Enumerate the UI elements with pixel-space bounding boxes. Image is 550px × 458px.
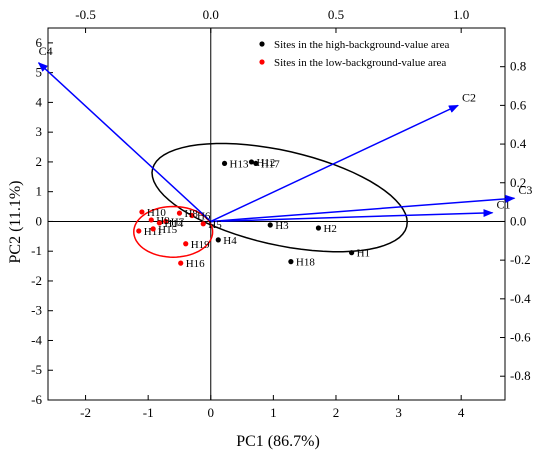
point-h2 bbox=[315, 225, 322, 231]
point-h1 bbox=[349, 250, 355, 256]
vector-label-c2: C2 bbox=[462, 90, 476, 104]
high-value-ellipse bbox=[151, 142, 408, 253]
point-h17 bbox=[253, 160, 259, 167]
point-label-h4: H4 bbox=[223, 235, 237, 247]
y-tick-label: -5 bbox=[31, 362, 42, 377]
point-h18 bbox=[288, 259, 294, 265]
x-tick-label: -1 bbox=[143, 405, 154, 420]
x-tick-label: 3 bbox=[395, 405, 402, 420]
y-tick-label: -4 bbox=[31, 332, 42, 347]
legend: Sites in the high-background-value area S… bbox=[259, 39, 449, 69]
point-label-h15: H15 bbox=[158, 224, 177, 236]
x-tick-label: 2 bbox=[333, 405, 340, 420]
point-label-h13: H13 bbox=[230, 158, 249, 170]
right-tick-label: -0.8 bbox=[510, 368, 531, 383]
right-tick-label: 0.2 bbox=[510, 175, 526, 190]
plot-border bbox=[47, 27, 506, 401]
top-tick-label: -0.5 bbox=[75, 7, 96, 22]
point-h14 bbox=[156, 220, 163, 226]
point-h13 bbox=[221, 160, 228, 167]
point-h16 bbox=[178, 260, 184, 266]
vector-arrow-c2 bbox=[210, 104, 459, 223]
right-tick-label: 0.8 bbox=[510, 59, 526, 74]
y-tick-label: 6 bbox=[36, 35, 43, 50]
vector-arrow-c1 bbox=[210, 209, 494, 223]
y-tick-label: 1 bbox=[36, 184, 43, 199]
vector-label-c3: C3 bbox=[518, 183, 532, 197]
y-tick-label: 3 bbox=[36, 124, 43, 139]
right-tick-label: 0.6 bbox=[510, 97, 527, 112]
point-h5 bbox=[200, 221, 206, 227]
x-tick-label: 0 bbox=[208, 405, 215, 420]
point-label-h5: H5 bbox=[208, 219, 222, 231]
y-tick-label: -6 bbox=[31, 392, 42, 407]
point-h19 bbox=[183, 241, 189, 247]
axis-ticks: -2 -1 0 1 2 3 4 -6 -5 -4 -3 -2 -1 0 1 2 3 4 5 6 -0.5 0.0 0.5 1.… bbox=[31, 7, 531, 420]
point-label-h11: H11 bbox=[144, 226, 163, 238]
point-h6 bbox=[189, 212, 195, 219]
point-label-h6: H6 bbox=[197, 210, 211, 222]
point-label-h18: H18 bbox=[296, 257, 315, 269]
point-h4 bbox=[215, 237, 221, 243]
point-h9 bbox=[148, 217, 154, 223]
y-tick-label: 5 bbox=[36, 65, 43, 80]
point-label-h2: H2 bbox=[323, 223, 336, 235]
low-value-ellipse bbox=[133, 205, 214, 258]
point-label-h8: H8 bbox=[184, 208, 198, 220]
legend-label: Sites in the low-background-value area bbox=[274, 57, 446, 69]
top-tick-label: 1.0 bbox=[453, 7, 469, 22]
right-tick-label: 0.0 bbox=[510, 213, 526, 228]
legend-label: Sites in the high-background-value area bbox=[274, 39, 449, 51]
point-label-h12: H12 bbox=[256, 157, 275, 169]
point-h8 bbox=[176, 210, 183, 216]
x-axis-title: PC1 (86.7%) bbox=[236, 433, 320, 450]
y-tick-label: 0 bbox=[36, 213, 43, 228]
point-h7 bbox=[163, 218, 169, 225]
x-tick-label: 4 bbox=[458, 405, 465, 420]
right-tick-label: -0.2 bbox=[510, 252, 531, 267]
x-tick-label: -2 bbox=[80, 405, 91, 420]
point-label-h16: H16 bbox=[186, 258, 205, 270]
x-tick-label: 1 bbox=[270, 405, 277, 420]
vector-label-c4: C4 bbox=[39, 44, 53, 58]
point-label-h3: H3 bbox=[275, 220, 289, 232]
point-label-h10: H10 bbox=[147, 207, 166, 219]
point-h11 bbox=[136, 228, 142, 234]
point-h10 bbox=[139, 209, 145, 215]
point-label-h19: H19 bbox=[191, 239, 210, 251]
vector-arrow-c4 bbox=[37, 62, 212, 222]
right-tick-label: -0.4 bbox=[510, 291, 531, 306]
y-tick-label: 2 bbox=[36, 154, 43, 169]
point-label-h1: H1 bbox=[357, 248, 370, 260]
right-tick-label: 0.4 bbox=[510, 136, 527, 151]
y-tick-label: -2 bbox=[31, 273, 42, 288]
legend-marker bbox=[259, 59, 265, 65]
y-tick-label: 4 bbox=[36, 94, 43, 109]
confidence-ellipses bbox=[133, 142, 408, 258]
top-tick-label: 0.0 bbox=[203, 7, 219, 22]
vector-arrow-c3 bbox=[210, 194, 516, 223]
legend-marker bbox=[259, 41, 265, 47]
y-axis-title: PC2 (11.1%) bbox=[7, 181, 24, 264]
point-h3 bbox=[267, 222, 273, 228]
top-tick-label: 0.5 bbox=[328, 7, 344, 22]
point-h15 bbox=[150, 226, 156, 232]
plot-frame bbox=[47, 27, 506, 401]
point-label-h17: H17 bbox=[261, 158, 280, 170]
point-label-h14: H14 bbox=[164, 218, 183, 230]
right-tick-label: -0.6 bbox=[510, 330, 531, 345]
y-tick-label: -3 bbox=[31, 303, 42, 318]
point-label-h7: H7 bbox=[171, 216, 185, 228]
point-h12 bbox=[248, 159, 255, 165]
y-tick-label: -1 bbox=[31, 243, 42, 258]
